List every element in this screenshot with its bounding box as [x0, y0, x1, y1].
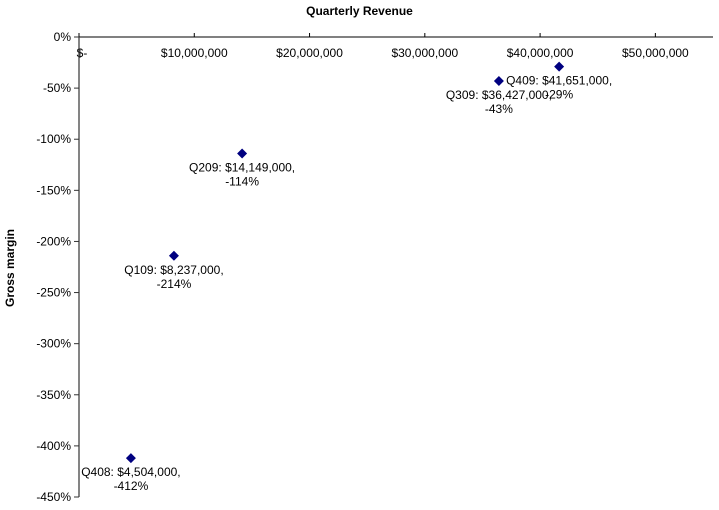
- data-point-marker: [493, 75, 504, 86]
- data-label: Q209: $14,149,000,: [189, 161, 295, 175]
- x-tick-label: $-: [77, 46, 88, 60]
- y-tick-label: -100%: [36, 132, 71, 146]
- data-point-marker: [237, 148, 248, 159]
- data-label: Q309: $36,427,000,: [446, 88, 552, 102]
- data-point-marker: [554, 61, 565, 72]
- data-label: -43%: [485, 102, 513, 116]
- data-point-marker: [125, 453, 136, 464]
- x-tick-label: $40,000,000: [507, 46, 574, 60]
- y-tick-label: -150%: [36, 183, 71, 197]
- x-tick-label: $50,000,000: [622, 46, 689, 60]
- data-label: -29%: [545, 88, 573, 102]
- data-label: -412%: [114, 479, 149, 493]
- chart-title: Quarterly Revenue: [306, 4, 413, 18]
- y-axis-title: Gross margin: [3, 228, 17, 308]
- y-tick-label: -300%: [36, 337, 71, 351]
- data-label: Q409: $41,651,000,: [506, 74, 612, 88]
- data-point-marker: [168, 250, 179, 261]
- y-tick-label: -400%: [36, 439, 71, 453]
- y-tick-label: 0%: [54, 30, 72, 44]
- x-tick-label: $30,000,000: [391, 46, 458, 60]
- y-tick-label: -450%: [36, 490, 71, 504]
- y-tick-label: -200%: [36, 234, 71, 248]
- y-tick-label: -250%: [36, 286, 71, 300]
- data-label: -214%: [157, 277, 192, 291]
- data-label: Q109: $8,237,000,: [124, 263, 223, 277]
- data-label: -114%: [225, 175, 259, 189]
- data-label: Q408: $4,504,000,: [81, 465, 180, 479]
- y-tick-label: -350%: [36, 388, 71, 402]
- x-tick-label: $10,000,000: [161, 46, 228, 60]
- x-tick-label: $20,000,000: [276, 46, 343, 60]
- y-tick-label: -50%: [43, 81, 71, 95]
